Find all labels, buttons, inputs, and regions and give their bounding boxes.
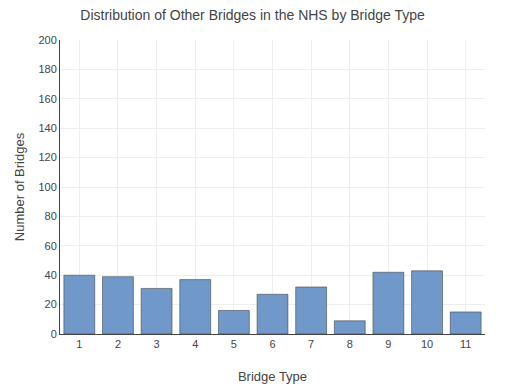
svg-text:5: 5 (231, 338, 237, 350)
svg-text:9: 9 (385, 338, 391, 350)
svg-text:140: 140 (38, 122, 56, 134)
svg-text:120: 120 (38, 151, 56, 163)
svg-text:0: 0 (51, 328, 57, 340)
svg-text:2: 2 (115, 338, 121, 350)
svg-text:80: 80 (45, 210, 57, 222)
svg-text:Number of Bridges: Number of Bridges (12, 132, 27, 241)
svg-text:1: 1 (76, 338, 82, 350)
svg-text:4: 4 (192, 338, 198, 350)
svg-text:3: 3 (154, 338, 160, 350)
svg-text:10: 10 (421, 338, 433, 350)
svg-text:Distribution of Other Bridges: Distribution of Other Bridges in the NHS… (80, 7, 425, 23)
svg-text:Bridge Type: Bridge Type (238, 369, 307, 384)
svg-text:180: 180 (38, 63, 56, 75)
svg-text:40: 40 (45, 269, 57, 281)
svg-text:160: 160 (38, 93, 56, 105)
svg-text:100: 100 (38, 181, 56, 193)
svg-text:20: 20 (45, 298, 57, 310)
svg-text:60: 60 (45, 240, 57, 252)
svg-text:6: 6 (269, 338, 275, 350)
svg-text:11: 11 (460, 338, 471, 350)
svg-text:200: 200 (38, 34, 56, 46)
svg-text:8: 8 (347, 338, 353, 350)
svg-text:7: 7 (308, 338, 314, 350)
